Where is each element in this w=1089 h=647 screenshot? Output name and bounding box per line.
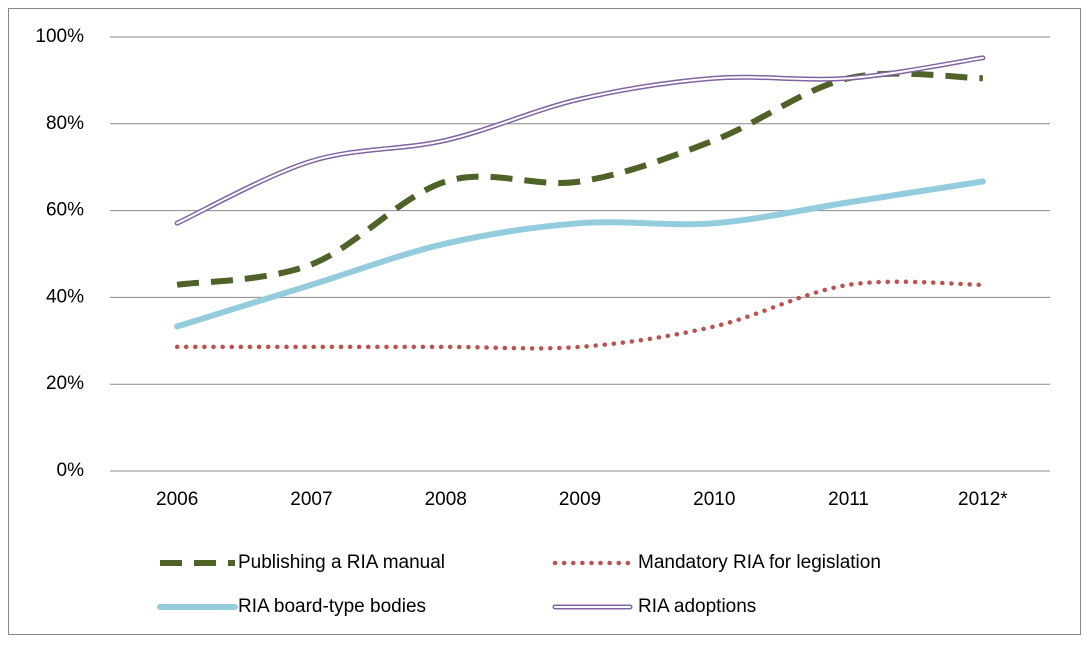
line	[174, 279, 986, 351]
y-tick-label: 100%	[35, 26, 84, 47]
y-tick-label: 40%	[46, 286, 84, 307]
x-tick-label: 2006	[156, 489, 198, 510]
y-tick-label: 0%	[57, 460, 85, 481]
x-tick-label: 2008	[425, 489, 467, 510]
x-tick-label: 2009	[559, 489, 601, 510]
x-tick-label: 2012*	[958, 489, 1008, 510]
x-tick-label: 2010	[693, 489, 735, 510]
x-tick-label: 2011	[828, 489, 869, 510]
legend-label: RIA board-type bodies	[238, 596, 426, 617]
x-tick-label: 2007	[290, 489, 332, 510]
line-inner	[176, 56, 984, 225]
line	[174, 178, 986, 330]
y-tick-label: 80%	[46, 113, 84, 134]
legend-label: Publishing a RIA manual	[238, 552, 445, 573]
y-tick-label: 20%	[46, 373, 84, 394]
y-tick-label: 60%	[46, 200, 84, 221]
legend-label: Mandatory RIA for legislation	[638, 552, 881, 573]
chart-border	[8, 8, 1081, 635]
legend-label: RIA adoptions	[638, 596, 756, 617]
